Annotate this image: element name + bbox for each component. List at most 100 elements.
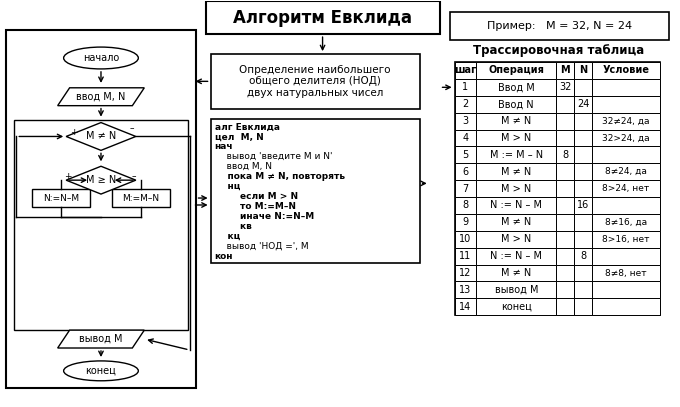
FancyBboxPatch shape <box>574 197 592 214</box>
FancyBboxPatch shape <box>574 113 592 129</box>
FancyBboxPatch shape <box>477 214 556 231</box>
Text: 32>24, да: 32>24, да <box>602 133 649 142</box>
Text: кв: кв <box>214 222 252 231</box>
Text: –: – <box>130 124 134 133</box>
Text: Операция: Операция <box>488 66 544 75</box>
Text: N: N <box>579 66 587 75</box>
Text: вывод 'введите M и N': вывод 'введите M и N' <box>214 152 332 161</box>
Polygon shape <box>66 123 136 150</box>
FancyBboxPatch shape <box>574 214 592 231</box>
FancyBboxPatch shape <box>454 197 477 214</box>
Text: ввод M, N: ввод M, N <box>76 92 126 102</box>
Text: 3: 3 <box>462 116 469 126</box>
Text: 8: 8 <box>462 201 469 210</box>
FancyBboxPatch shape <box>556 298 574 315</box>
Polygon shape <box>66 166 136 194</box>
FancyBboxPatch shape <box>477 113 556 129</box>
Text: ввод M, N: ввод M, N <box>214 162 271 171</box>
Text: конец: конец <box>86 366 116 376</box>
Text: кц: кц <box>214 232 240 241</box>
Text: 8≠8, нет: 8≠8, нет <box>605 269 647 278</box>
FancyBboxPatch shape <box>592 79 660 96</box>
Text: Определение наибольшего
общего делителя (НОД)
двух натуральных чисел: Определение наибольшего общего делителя … <box>239 65 391 98</box>
Text: 8: 8 <box>562 150 568 160</box>
FancyBboxPatch shape <box>556 113 574 129</box>
Text: 10: 10 <box>460 234 472 244</box>
Text: 32≠24, да: 32≠24, да <box>602 116 649 126</box>
FancyBboxPatch shape <box>592 298 660 315</box>
FancyBboxPatch shape <box>556 180 574 197</box>
FancyBboxPatch shape <box>454 282 477 298</box>
FancyBboxPatch shape <box>477 248 556 265</box>
Text: вывод M: вывод M <box>494 285 538 295</box>
FancyBboxPatch shape <box>556 265 574 282</box>
FancyBboxPatch shape <box>112 189 170 207</box>
FancyBboxPatch shape <box>574 96 592 113</box>
FancyBboxPatch shape <box>556 163 574 180</box>
Text: N:=N–M: N:=N–M <box>43 194 79 203</box>
Polygon shape <box>58 88 144 106</box>
Text: –: – <box>132 172 136 181</box>
Ellipse shape <box>64 47 138 69</box>
Text: M ≥ N: M ≥ N <box>86 175 116 185</box>
Text: если M > N: если M > N <box>214 192 298 201</box>
FancyBboxPatch shape <box>205 1 439 34</box>
Text: 2: 2 <box>462 99 469 109</box>
FancyBboxPatch shape <box>592 113 660 129</box>
FancyBboxPatch shape <box>556 147 574 163</box>
FancyBboxPatch shape <box>592 282 660 298</box>
Text: 5: 5 <box>462 150 469 160</box>
FancyBboxPatch shape <box>211 118 420 263</box>
Text: 7: 7 <box>462 184 469 194</box>
Text: Трассировочная таблица: Трассировочная таблица <box>473 44 645 57</box>
FancyBboxPatch shape <box>556 62 574 79</box>
FancyBboxPatch shape <box>592 197 660 214</box>
Text: N := N – M: N := N – M <box>490 201 542 210</box>
Text: +: + <box>65 172 72 181</box>
FancyBboxPatch shape <box>454 147 477 163</box>
FancyBboxPatch shape <box>556 96 574 113</box>
Text: 8: 8 <box>580 251 586 261</box>
FancyBboxPatch shape <box>32 189 90 207</box>
FancyBboxPatch shape <box>556 282 574 298</box>
FancyBboxPatch shape <box>574 79 592 96</box>
Text: 9: 9 <box>462 217 469 228</box>
Text: конец: конец <box>501 302 532 312</box>
Text: кон: кон <box>214 252 233 260</box>
Text: иначе N:=N–M: иначе N:=N–M <box>214 212 313 221</box>
FancyBboxPatch shape <box>211 54 420 109</box>
Text: 32: 32 <box>559 82 571 92</box>
FancyBboxPatch shape <box>556 248 574 265</box>
FancyBboxPatch shape <box>592 248 660 265</box>
FancyBboxPatch shape <box>574 298 592 315</box>
Text: шаг: шаг <box>454 66 477 75</box>
FancyBboxPatch shape <box>592 231 660 248</box>
FancyBboxPatch shape <box>454 62 660 315</box>
Text: нач: нач <box>214 142 233 151</box>
FancyBboxPatch shape <box>574 62 592 79</box>
Text: 4: 4 <box>462 133 469 143</box>
Text: цел  M, N: цел M, N <box>214 132 263 142</box>
FancyBboxPatch shape <box>592 147 660 163</box>
Text: M ≠ N: M ≠ N <box>501 217 531 228</box>
Text: M:=M–N: M:=M–N <box>122 194 159 203</box>
Polygon shape <box>58 330 144 348</box>
FancyBboxPatch shape <box>592 96 660 113</box>
Text: 8≠16, да: 8≠16, да <box>605 218 647 227</box>
Text: 1: 1 <box>462 82 469 92</box>
FancyBboxPatch shape <box>477 265 556 282</box>
FancyBboxPatch shape <box>14 120 188 330</box>
Text: 6: 6 <box>462 167 469 177</box>
FancyBboxPatch shape <box>477 231 556 248</box>
Text: вывод 'НОД =', M: вывод 'НОД =', M <box>214 242 308 251</box>
FancyBboxPatch shape <box>454 248 477 265</box>
Text: 13: 13 <box>460 285 472 295</box>
Text: Условие: Условие <box>602 66 649 75</box>
FancyBboxPatch shape <box>454 180 477 197</box>
FancyBboxPatch shape <box>574 282 592 298</box>
FancyBboxPatch shape <box>454 113 477 129</box>
FancyBboxPatch shape <box>556 129 574 147</box>
Text: M ≠ N: M ≠ N <box>501 116 531 126</box>
FancyBboxPatch shape <box>574 147 592 163</box>
Text: M := M – N: M := M – N <box>490 150 543 160</box>
